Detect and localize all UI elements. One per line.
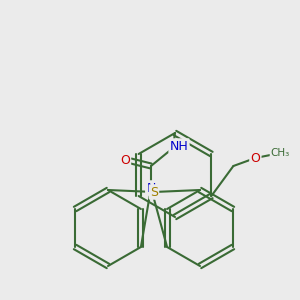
Text: O: O [120,154,130,167]
Text: S: S [150,185,158,199]
Text: NH: NH [169,140,188,152]
Text: O: O [250,152,260,164]
Text: N: N [146,182,156,194]
Text: CH₃: CH₃ [271,148,290,158]
